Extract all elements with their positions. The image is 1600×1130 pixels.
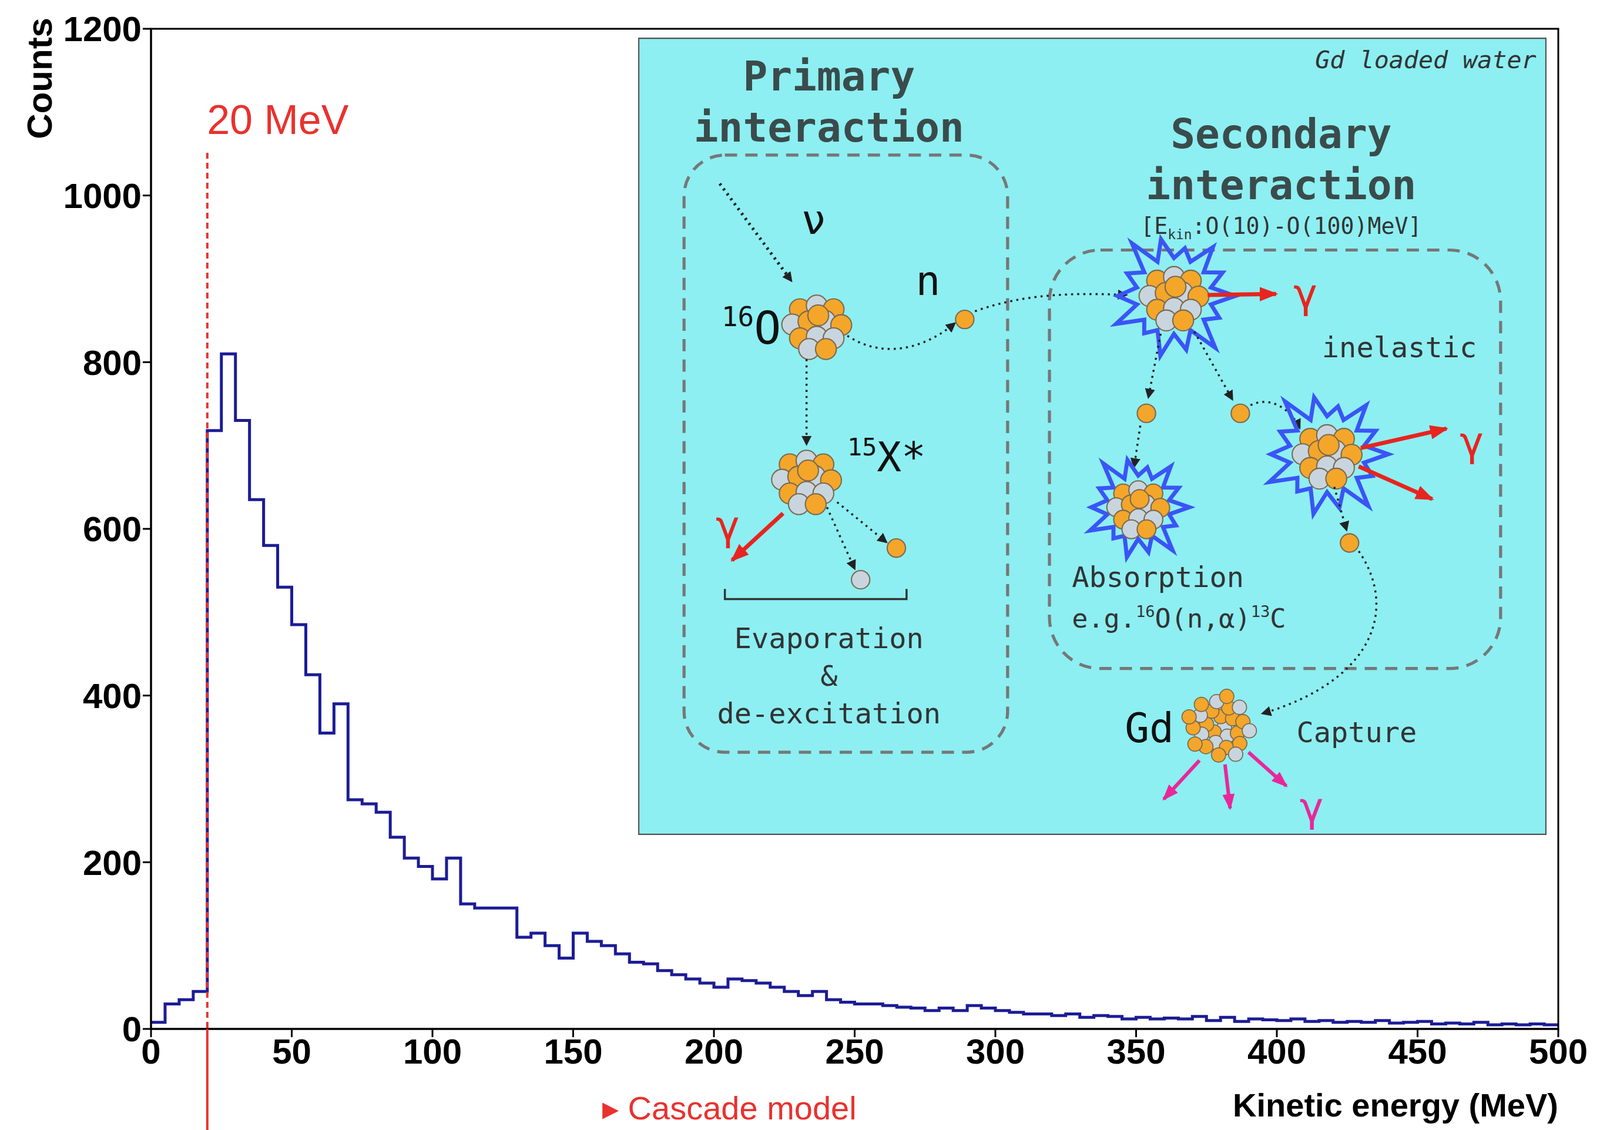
svg-text:Evaporation: Evaporation <box>734 621 924 655</box>
svg-text:600: 600 <box>82 509 142 549</box>
svg-text:γ: γ <box>1459 418 1485 466</box>
svg-text:300: 300 <box>965 1031 1025 1072</box>
svg-text:γ: γ <box>1299 783 1325 831</box>
svg-text:de-excitation: de-excitation <box>717 696 942 730</box>
svg-text:interaction: interaction <box>693 104 965 152</box>
svg-text:n: n <box>915 257 941 305</box>
svg-text:150: 150 <box>543 1031 603 1072</box>
svg-text:800: 800 <box>82 343 142 383</box>
svg-text:Gd loaded water: Gd loaded water <box>1315 45 1536 75</box>
svg-text:Counts: Counts <box>19 17 60 140</box>
svg-text:20 MeV: 20 MeV <box>206 96 350 143</box>
svg-text:1200: 1200 <box>63 9 142 49</box>
svg-text:50: 50 <box>272 1031 312 1072</box>
svg-text:Kinetic energy (MeV): Kinetic energy (MeV) <box>1232 1086 1559 1124</box>
svg-text:Gd: Gd <box>1124 704 1174 752</box>
svg-text:Secondary: Secondary <box>1170 110 1392 158</box>
svg-text:Primary: Primary <box>742 52 915 100</box>
svg-text:interaction: interaction <box>1145 161 1417 209</box>
svg-text:450: 450 <box>1387 1031 1447 1072</box>
svg-text:350: 350 <box>1106 1031 1166 1072</box>
svg-text:1000: 1000 <box>63 176 142 216</box>
svg-text:100: 100 <box>403 1031 462 1072</box>
svg-text:ν: ν <box>801 196 827 244</box>
svg-text:[Ekin:O(10)-O(100)MeV]: [Ekin:O(10)-O(100)MeV] <box>1140 213 1422 243</box>
svg-text:inelastic: inelastic <box>1322 330 1477 364</box>
svg-text:e.g.16O(n,α)13C: e.g.16O(n,α)13C <box>1071 602 1286 635</box>
svg-text:500: 500 <box>1528 1031 1588 1072</box>
svg-text:200: 200 <box>82 843 142 883</box>
svg-text:▸ Cascade model: ▸ Cascade model <box>602 1089 857 1127</box>
svg-text:400: 400 <box>82 676 142 716</box>
svg-text:200: 200 <box>684 1031 744 1072</box>
svg-text:γ: γ <box>715 502 741 550</box>
svg-text:16O: 16O <box>721 300 781 355</box>
svg-text:400: 400 <box>1247 1031 1307 1072</box>
svg-text:Absorption: Absorption <box>1071 560 1244 594</box>
svg-text:250: 250 <box>824 1031 884 1072</box>
svg-text:0: 0 <box>122 1009 142 1049</box>
svg-text:γ: γ <box>1293 270 1318 318</box>
svg-text:15X*: 15X* <box>847 432 927 482</box>
svg-text:0: 0 <box>141 1031 161 1072</box>
svg-text:&: & <box>820 659 838 693</box>
svg-text:Capture: Capture <box>1296 715 1417 749</box>
